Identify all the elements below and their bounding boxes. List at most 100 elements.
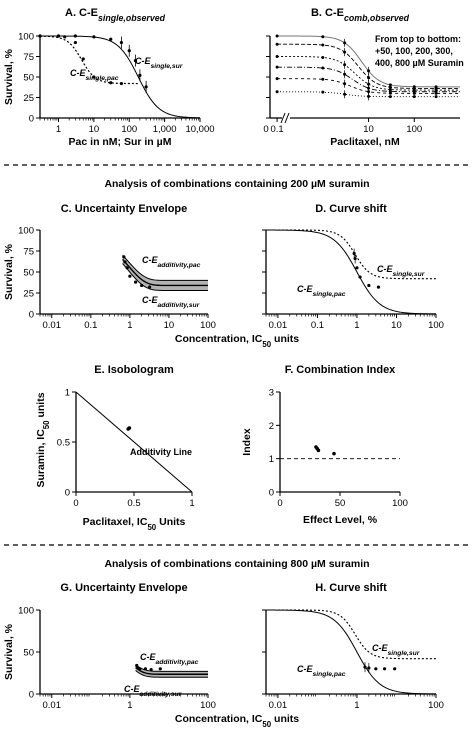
panel-d-title: D. Curve shift — [315, 203, 387, 215]
data-point — [412, 91, 416, 95]
series-line-plus-400 — [277, 78, 460, 94]
data-point — [148, 285, 152, 289]
label-additivity-sur: C-Eadditivity,sur — [124, 684, 182, 698]
data-point — [412, 95, 416, 99]
y-tick-label: 0.5 — [57, 438, 70, 449]
data-point-sur — [133, 59, 138, 63]
data-point — [376, 285, 381, 289]
x-tick-label: 10 — [89, 124, 100, 135]
x-tick-label: 50 — [335, 498, 346, 509]
data-point-pac — [119, 81, 124, 86]
data-point — [275, 65, 279, 69]
data-point — [367, 94, 371, 98]
y-tick-label: 1 — [65, 388, 70, 399]
x-tick-label: 1 — [354, 700, 359, 711]
x-tick-label: 100 — [428, 320, 444, 331]
data-point — [275, 90, 279, 94]
data-point-sur — [109, 37, 113, 41]
series-line-additivity-pac — [135, 664, 208, 672]
panel-g-series — [135, 663, 208, 678]
series-line-single-sur — [40, 35, 201, 119]
y-tick-label: 1 — [269, 454, 274, 465]
series-line-single-pac — [266, 609, 437, 695]
data-point — [434, 91, 438, 95]
data-point-pac — [81, 57, 85, 61]
data-point — [343, 63, 347, 67]
additivity-line — [75, 391, 193, 493]
panel-h-title: H. Curve shift — [315, 582, 387, 594]
panel-e-xlabel: Paclitaxel, IC50 Units — [83, 516, 186, 532]
panel-e-title: E. Isobologram — [94, 364, 174, 376]
panel-a-axes: 1 10 100 1,000 10,000 0 25 50 75 100 — [18, 32, 214, 136]
y-tick-label: 25 — [23, 289, 34, 300]
data-point-pac — [73, 40, 77, 45]
panel-a-title: A. C-Esingle,observed — [65, 7, 166, 23]
x-tick-label: 10 — [391, 320, 402, 331]
data-point — [367, 666, 371, 670]
y-tick-label: 100 — [18, 226, 34, 237]
data-point — [321, 55, 325, 59]
data-point-pac — [63, 35, 67, 39]
data-point — [388, 95, 392, 99]
series-line-single-pac — [266, 229, 437, 315]
label-additivity-sur: C-Eadditivity,sur — [142, 295, 200, 309]
panel-a-ylabel: Survival, % — [3, 48, 15, 105]
x-tick-label: 0.1 — [270, 124, 283, 135]
x-tick-label: 10 — [164, 320, 175, 331]
x-tick-label: 100 — [392, 498, 408, 509]
data-point — [321, 35, 325, 39]
data-point — [393, 667, 397, 671]
label-single-pac: C-Esingle,pac — [297, 664, 346, 678]
panel-b-note-line: From top to bottom: — [375, 34, 461, 44]
data-point-sur — [138, 73, 142, 77]
y-tick-label: 75 — [23, 247, 34, 258]
series-line-plus-200 — [277, 56, 460, 91]
shared-xlabel: Concentration, IC50 units — [175, 333, 299, 349]
y-tick-label: 100 — [18, 32, 34, 43]
data-point-sur — [144, 85, 148, 89]
series-line-additivity-sur — [135, 670, 208, 678]
y-tick-label: 50 — [23, 648, 34, 659]
panel-f-points — [314, 445, 336, 456]
data-point — [367, 82, 371, 86]
x-tick-label: 0.1 — [84, 320, 97, 331]
data-point — [382, 667, 387, 671]
panel-c-ylabel: Survival, % — [3, 243, 15, 300]
data-point-sur — [127, 49, 131, 53]
data-point — [367, 90, 371, 94]
data-point — [388, 83, 392, 87]
shared-xlabel: Concentration, IC50 units — [175, 713, 299, 729]
data-point — [367, 69, 371, 73]
panel-c-title: C. Uncertainty Envelope — [61, 203, 188, 215]
data-point — [321, 43, 325, 47]
panel-g-ylabel: Survival, % — [3, 623, 15, 680]
series-line-single-pac — [39, 35, 140, 85]
x-tick-label: 1 — [127, 320, 132, 331]
data-point-pac — [38, 34, 42, 38]
x-tick-label-zero: 0 — [263, 124, 268, 135]
panel-b-axes: 0 0.1 10 100 — [263, 35, 460, 135]
panel-c-series — [122, 254, 208, 291]
x-tick-label: 0.5 — [127, 498, 140, 509]
data-point — [133, 280, 138, 284]
x-tick-label: 1 — [56, 124, 61, 135]
panel-b-title: B. C-Ecomb,observed — [311, 7, 410, 23]
data-point — [275, 55, 279, 59]
series-line-plus-800 — [277, 91, 460, 98]
panel-e-axes: 0 0.5 1 0 0.5 1 — [57, 388, 195, 510]
x-tick-label: 1 — [354, 320, 359, 331]
section-title-800: Analysis of combinations containing 800 … — [104, 558, 369, 570]
data-point — [275, 77, 279, 81]
panel-a-xlabel: Pac in nM; Sur in µM — [69, 136, 172, 148]
data-point — [138, 667, 142, 671]
y-tick-label: 75 — [23, 52, 34, 63]
data-point-pac — [92, 75, 96, 79]
y-tick-label: 0 — [269, 488, 274, 499]
y-tick-label: 0 — [29, 690, 34, 701]
data-point — [355, 266, 359, 270]
series-line-additivity-mid — [135, 666, 208, 675]
data-point — [332, 451, 336, 456]
x-tick-label: 1 — [189, 498, 194, 509]
data-point — [374, 667, 378, 671]
x-tick-label: 10 — [363, 124, 374, 135]
